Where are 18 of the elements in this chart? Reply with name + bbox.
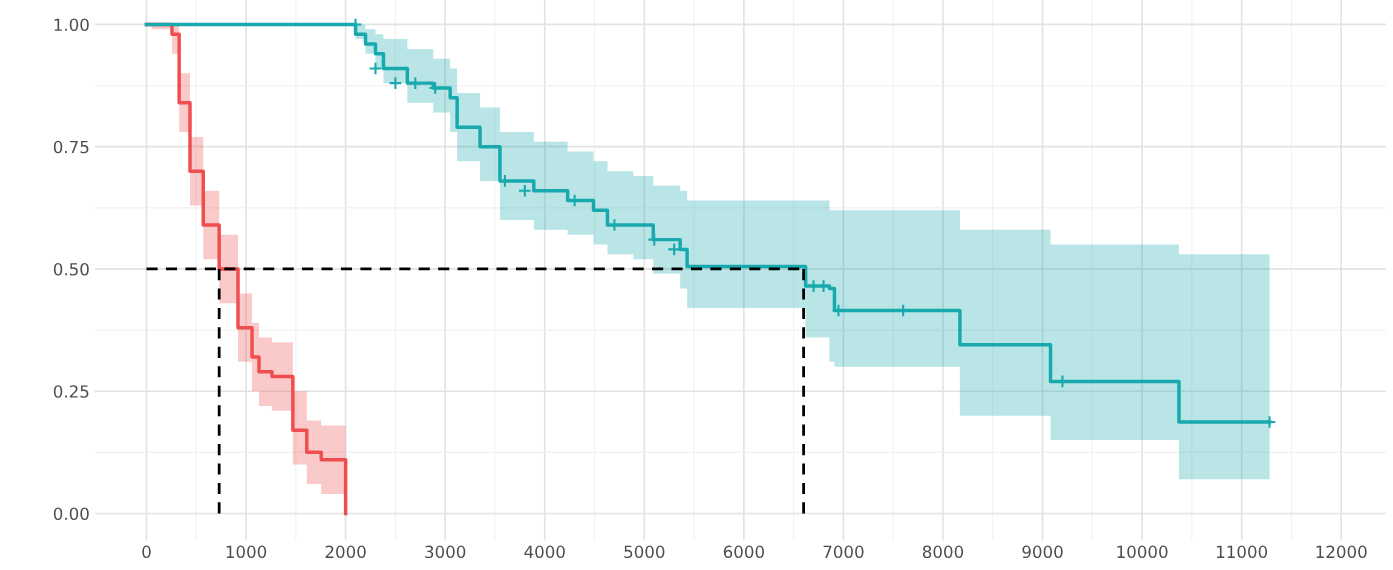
y-tick-label: 0.25 (53, 385, 89, 398)
x-tick-label: 11000 (1216, 545, 1268, 559)
x-tick-label: 1000 (226, 545, 267, 559)
x-tick-label: 8000 (922, 545, 964, 559)
x-tick-label: 5000 (624, 545, 665, 559)
y-tick-label: 0.00 (53, 507, 89, 521)
y-tick-label: 1.00 (54, 18, 89, 32)
y-tick-label: 0.50 (53, 262, 89, 276)
x-tick-label: 12000 (1316, 545, 1367, 559)
y-tick-label: 0.75 (53, 140, 89, 154)
x-tick-label: 9000 (1022, 545, 1063, 559)
x-tick-label: 2000 (325, 545, 366, 559)
x-tick-label: 7000 (823, 545, 864, 559)
x-tick-label: 0 (142, 545, 151, 559)
x-tick-label: 10000 (1117, 545, 1168, 559)
x-tick-label: 3000 (425, 545, 466, 559)
x-tick-label: 6000 (723, 545, 764, 559)
x-tick-label: 4000 (524, 545, 565, 559)
